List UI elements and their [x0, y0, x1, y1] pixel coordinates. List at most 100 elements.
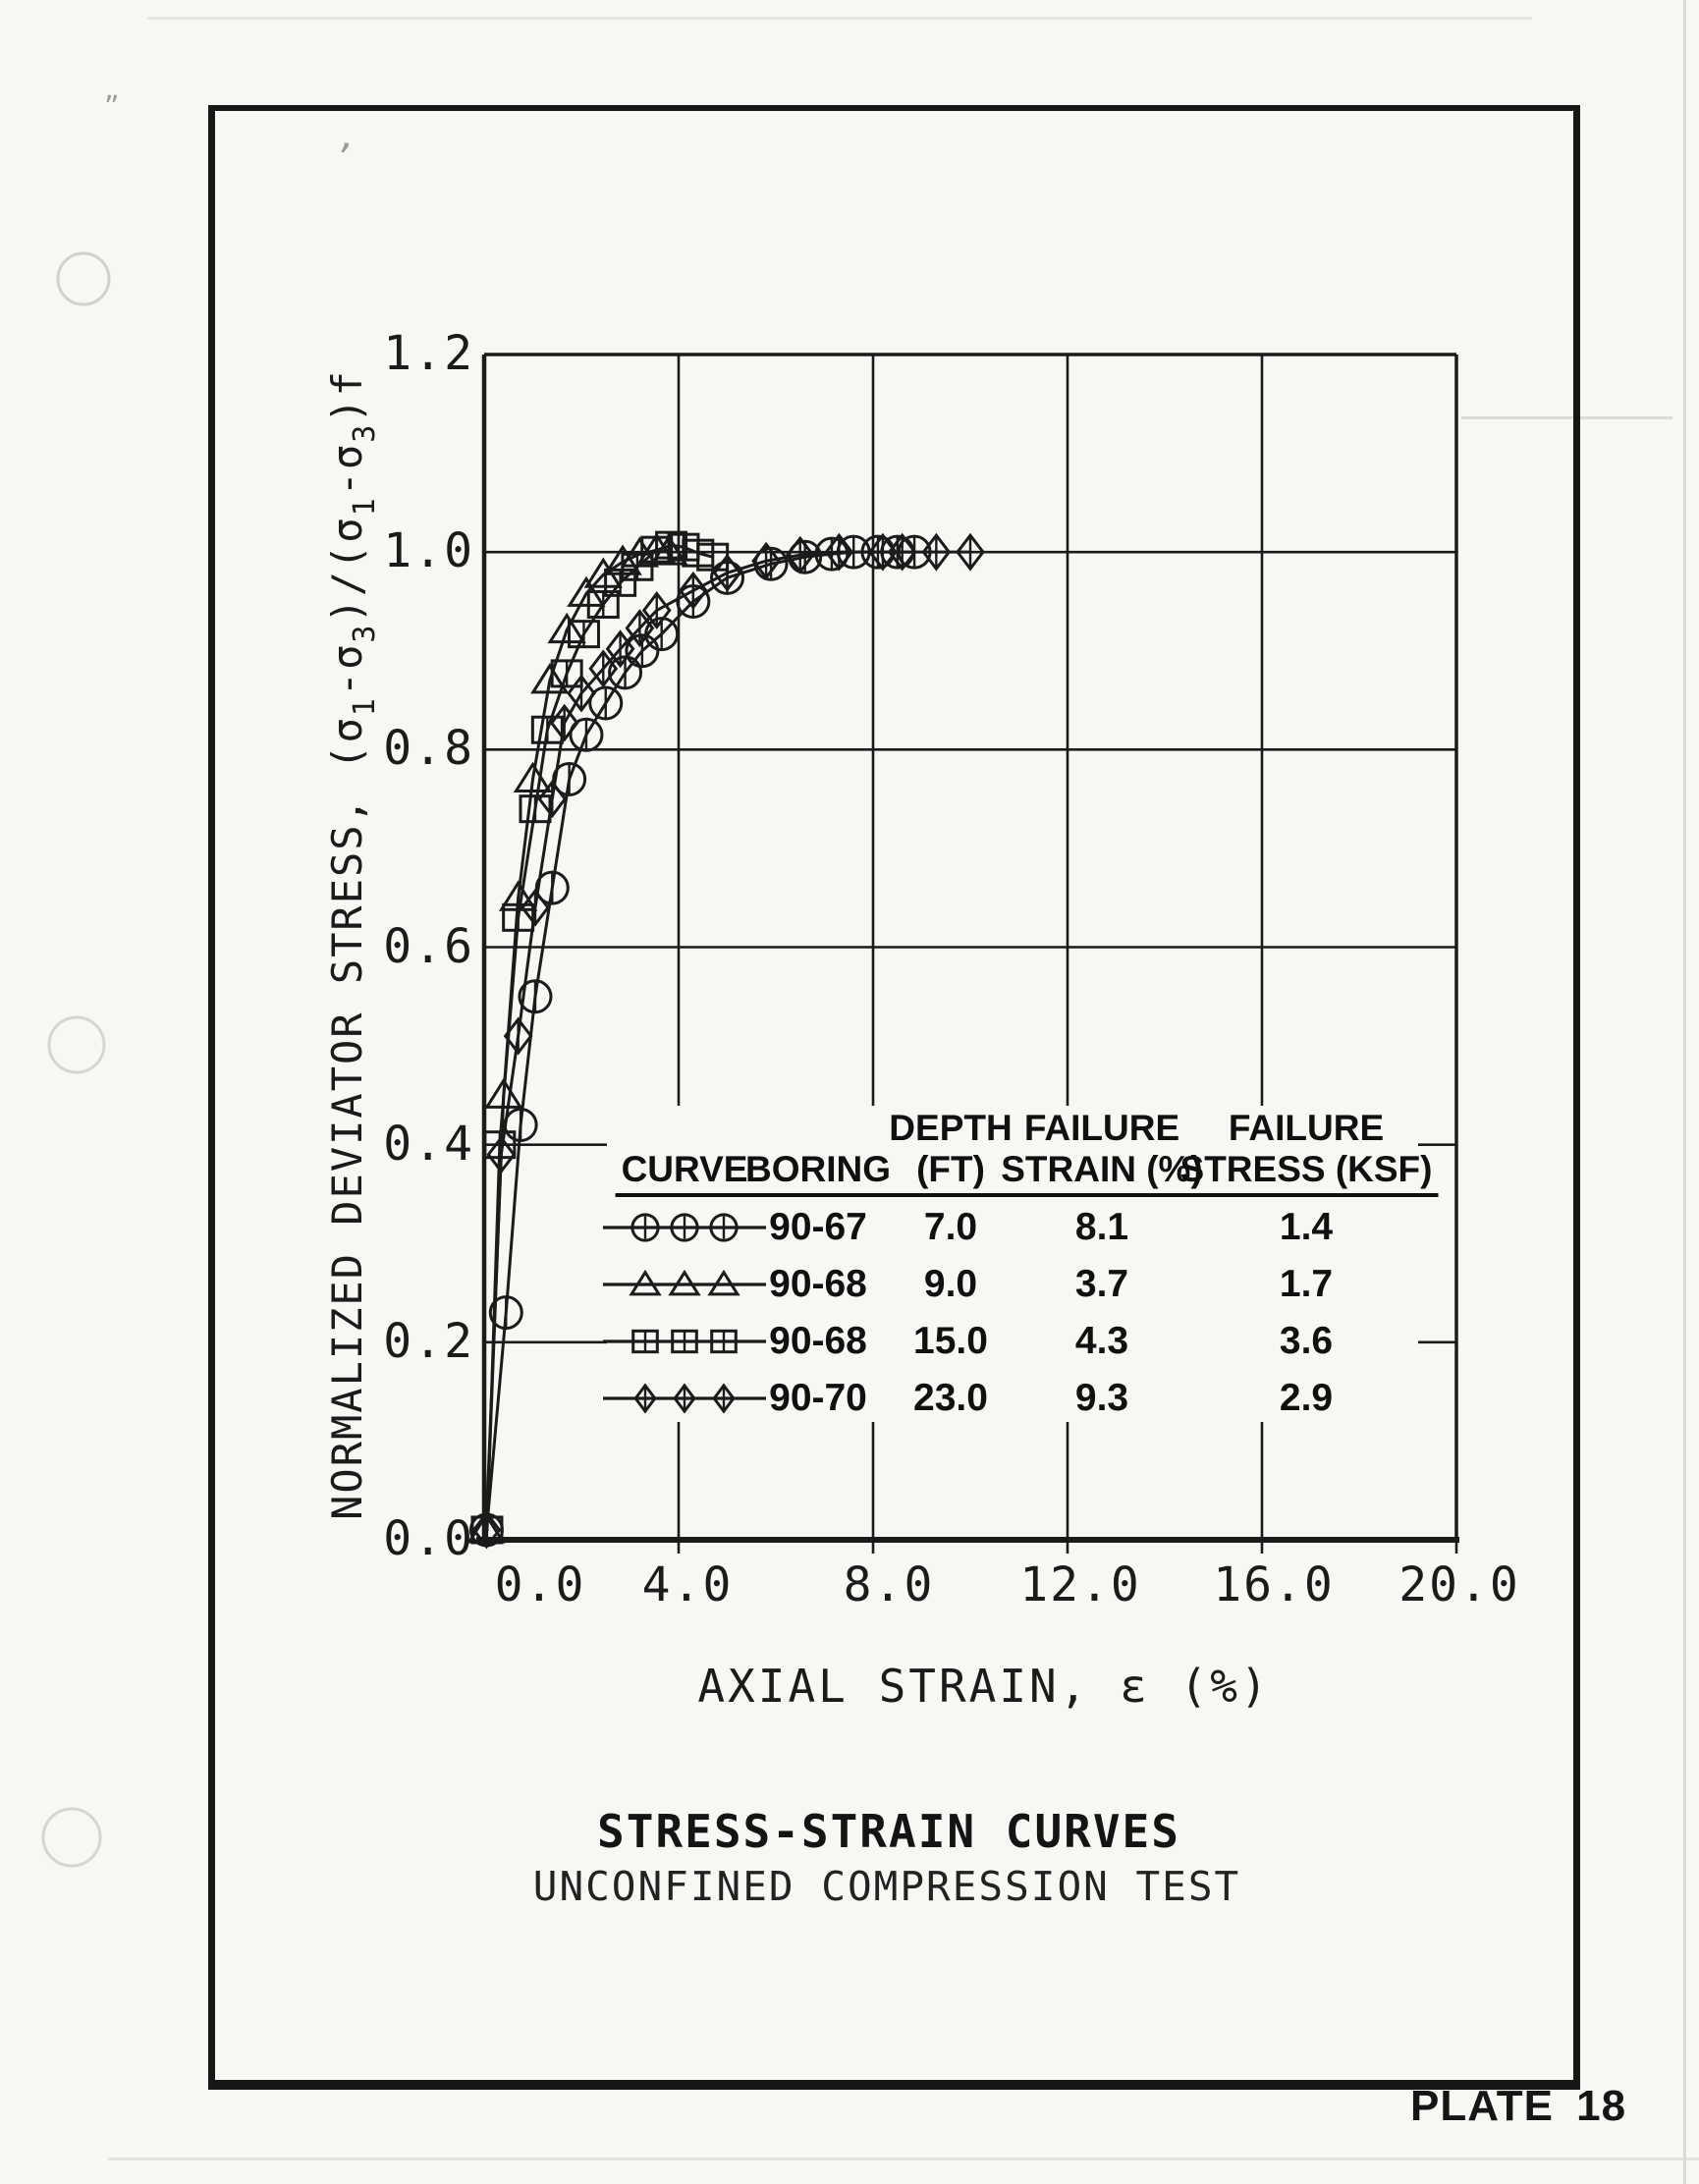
- legend-header-failure_strain: STRAIN (%): [995, 1149, 1209, 1197]
- y-tick-label: 1.0: [383, 523, 474, 579]
- square-marker: [631, 1329, 659, 1354]
- legend-header-curve: CURVE: [615, 1149, 754, 1197]
- diamond-marker: [641, 591, 672, 629]
- legend-key-circle: [601, 1205, 768, 1250]
- circle-marker: [588, 685, 624, 721]
- diamond-marker: [503, 1016, 533, 1056]
- hole-punch-icon: [41, 1807, 102, 1868]
- y-tick-label: 0.8: [383, 721, 474, 777]
- legend-header-depth: (FT): [887, 1149, 1014, 1197]
- y-tick-label: 0.4: [383, 1116, 474, 1172]
- diamond-marker: [712, 553, 742, 592]
- square-marker: [655, 530, 688, 560]
- legend-cell-boring: 90-67: [769, 1206, 867, 1248]
- plate-label: PLATE 18: [1410, 2082, 1627, 2130]
- curve-diamond: [471, 532, 985, 1550]
- circle-marker: [488, 1295, 523, 1331]
- legend-key-triangle: [601, 1262, 768, 1307]
- chart-subtitle: UNCONFINED COMPRESSION TEST: [532, 1863, 1241, 1910]
- legend-cell-failure-stress: 1.4: [1279, 1206, 1334, 1248]
- legend-cell-failure-stress: 1.7: [1279, 1263, 1334, 1305]
- diamond-marker: [678, 571, 708, 610]
- circle-marker: [552, 762, 587, 797]
- y-tick-label: 0.6: [383, 918, 474, 974]
- circle-marker: [569, 717, 604, 752]
- scan-mark-quote: ”: [104, 90, 120, 125]
- scan-streak-bottom: [108, 2157, 1699, 2160]
- square-marker: [621, 552, 654, 581]
- square-marker: [550, 659, 583, 688]
- y-tick-label: 0.2: [383, 1313, 474, 1369]
- circle-marker: [503, 1108, 538, 1143]
- diamond-marker: [521, 888, 550, 927]
- x-tick-label: 20.0: [1398, 1557, 1520, 1612]
- legend-header-failure_strain-1: FAILURE: [1023, 1108, 1180, 1148]
- triangle-marker: [629, 1269, 662, 1296]
- hole-punch-icon: [56, 251, 111, 306]
- diamond-marker: [567, 674, 596, 713]
- scan-streak-right-edge: [1683, 0, 1686, 2184]
- legend-cell-failure-strain: 8.1: [1074, 1206, 1129, 1248]
- legend-cell-failure-stress: 2.9: [1279, 1377, 1334, 1419]
- diamond-marker: [673, 1383, 696, 1414]
- diamond-marker: [486, 1135, 517, 1174]
- x-tick-label: 4.0: [641, 1557, 734, 1612]
- square-marker: [671, 1329, 698, 1354]
- y-tick-label: 1.2: [383, 326, 474, 381]
- triangle-marker: [530, 663, 570, 694]
- legend-header-boring: BORING: [740, 1149, 897, 1197]
- square-marker: [604, 568, 637, 597]
- x-tick-label: 16.0: [1213, 1557, 1335, 1612]
- legend-cell-failure-strain: 4.3: [1074, 1320, 1129, 1362]
- legend-key-square: [601, 1319, 768, 1364]
- diamond-marker: [868, 532, 898, 572]
- legend-header-depth-1: DEPTH: [889, 1108, 1013, 1148]
- legend-background: [607, 1106, 1418, 1422]
- legend-cell-boring: 90-70: [769, 1377, 867, 1419]
- diamond-marker: [785, 535, 815, 574]
- scan-streak-mid-right: [1461, 416, 1672, 419]
- legend-cell-depth: 15.0: [913, 1320, 988, 1362]
- border-frame: [208, 105, 1580, 2090]
- diamond-marker: [605, 629, 635, 669]
- x-tick-label: 12.0: [1019, 1557, 1141, 1612]
- scan-streak-top: [147, 17, 1532, 20]
- legend-cell-boring: 90-68: [769, 1320, 867, 1362]
- diamond-marker: [625, 609, 655, 648]
- diamond-marker: [751, 541, 781, 580]
- legend-key-diamond: [601, 1376, 768, 1421]
- legend-cell-failure-stress: 3.6: [1279, 1320, 1334, 1362]
- diamond-marker: [537, 780, 568, 819]
- diamond-marker: [549, 703, 579, 742]
- legend-header-failure_stress: STRESS (KSF): [1174, 1149, 1439, 1197]
- triangle-marker: [668, 1269, 701, 1296]
- diamond-marker: [471, 1510, 502, 1550]
- diamond-marker: [887, 532, 917, 572]
- hole-punch-icon: [47, 1015, 106, 1074]
- x-axis-label: AXIAL STRAIN, ε (%): [697, 1660, 1271, 1713]
- chart-title: STRESS-STRAIN CURVES: [597, 1805, 1180, 1858]
- legend-cell-depth: 7.0: [923, 1206, 978, 1248]
- legend-cell-failure-strain: 9.3: [1074, 1377, 1129, 1419]
- circle-marker: [709, 1213, 739, 1242]
- diamond-marker: [633, 1383, 657, 1414]
- legend-cell-depth: 9.0: [923, 1263, 978, 1305]
- diamond-marker: [588, 649, 619, 688]
- square-marker: [567, 620, 600, 649]
- y-axis-label: NORMALIZED DEVIATOR STRESS, (σ1​-σ3​)/(σ…: [323, 369, 382, 1520]
- x-tick-label: 8.0: [843, 1557, 935, 1612]
- diamond-marker: [921, 532, 952, 572]
- square-marker: [710, 1329, 738, 1354]
- circle-marker: [670, 1213, 699, 1242]
- diamond-marker: [712, 1383, 736, 1414]
- x-tick-label: 0.0: [494, 1557, 586, 1612]
- diamond-marker: [956, 532, 985, 572]
- circle-marker: [534, 870, 570, 905]
- square-marker: [586, 589, 620, 619]
- legend-cell-depth: 23.0: [913, 1377, 988, 1419]
- legend-cell-failure-strain: 3.7: [1074, 1263, 1129, 1305]
- circle-marker: [630, 1213, 660, 1242]
- triangle-marker: [707, 1269, 740, 1296]
- diamond-marker: [824, 532, 854, 572]
